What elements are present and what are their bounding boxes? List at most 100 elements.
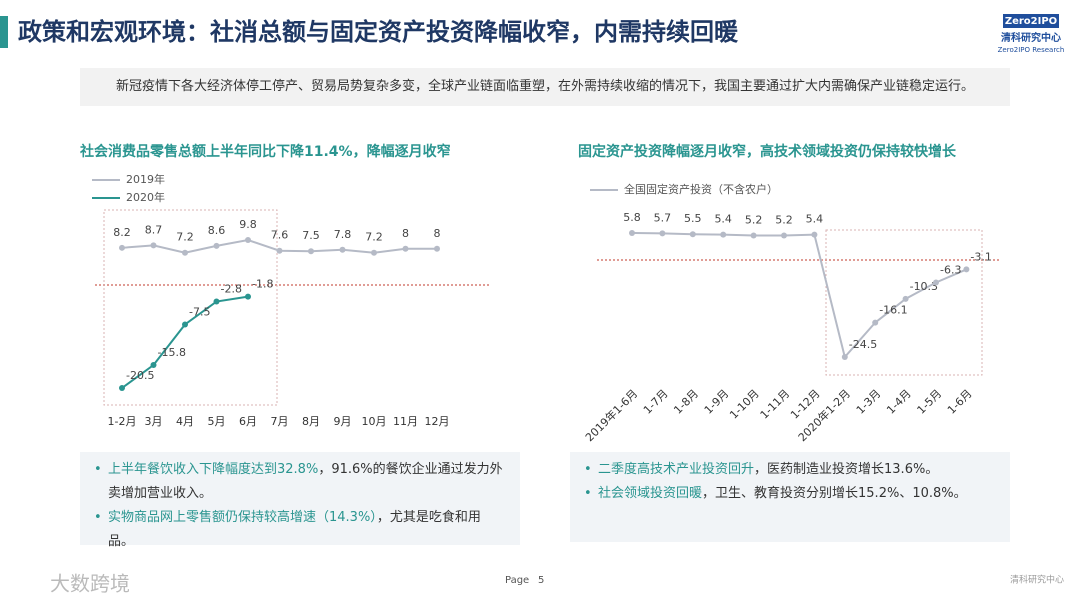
x-tick-label: 1-5月 xyxy=(915,387,945,417)
data-point xyxy=(811,231,818,238)
bullet: 实物商品网上零售额仍保持较高增速（14.3%），尤其是吃食和用品。 xyxy=(94,506,506,554)
x-tick-label: 5月 xyxy=(208,415,226,428)
series-line xyxy=(631,232,967,360)
data-label: -1.8 xyxy=(252,278,273,291)
data-label: -6.3 xyxy=(940,264,961,277)
legend-label: 2020年 xyxy=(126,190,165,204)
data-label: 7.2 xyxy=(365,231,383,244)
data-label: 5.5 xyxy=(684,212,702,225)
bullet-highlight: 社会领域投资回暖 xyxy=(598,486,703,501)
data-label: 8.6 xyxy=(208,224,226,237)
data-label: 5.4 xyxy=(714,213,732,226)
data-point xyxy=(213,242,220,249)
data-label: 8.2 xyxy=(113,226,131,239)
bullet-text: ，尤其是吃食和用品。 xyxy=(108,510,481,549)
bullet-highlight: 二季度高技术产业投资回升 xyxy=(598,462,755,477)
data-point xyxy=(659,230,666,237)
data-label: -20.5 xyxy=(126,369,154,382)
data-label: 7.6 xyxy=(271,229,289,242)
x-tick-label: 3月 xyxy=(145,415,163,428)
page-label: Page xyxy=(505,575,529,586)
x-tick-label: 6月 xyxy=(239,415,257,428)
data-point xyxy=(150,242,157,249)
data-label: 7.5 xyxy=(302,229,320,242)
data-label: -24.5 xyxy=(849,338,877,351)
chart-title: 社会消费品零售总额上半年同比下降11.4%，降幅逐月收窄 xyxy=(79,143,451,160)
x-tick-label: 1-4月 xyxy=(884,387,914,417)
bullet-text: ，卫生、教育投资分别增长15.2%、10.8%。 xyxy=(702,486,967,501)
x-tick-label: 9月 xyxy=(334,415,352,428)
bullet: 二季度高技术产业投资回升，医药制造业投资增长13.6%。 xyxy=(584,458,996,482)
logo-name: 清科研究中心 xyxy=(1001,31,1061,44)
x-tick-label: 1-11月 xyxy=(758,387,793,422)
data-label: -2.8 xyxy=(221,283,242,296)
data-point xyxy=(933,279,939,286)
data-point xyxy=(119,385,125,391)
data-point xyxy=(182,249,188,256)
data-point xyxy=(119,244,125,251)
data-label: 5.4 xyxy=(806,213,824,226)
data-point xyxy=(371,249,377,256)
data-point xyxy=(150,362,157,369)
intro: 新冠疫情下各大经济体停工停产、贸易局势复杂多变，全球产业链面临重塑，在外需持续收… xyxy=(80,68,1010,106)
data-point xyxy=(872,319,879,326)
data-point xyxy=(963,266,970,273)
legend-label: 全国固定资产投资（不含农户） xyxy=(624,182,778,196)
data-label: 8 xyxy=(402,227,409,240)
data-label: 5.2 xyxy=(745,213,763,226)
bullet-box: 二季度高技术产业投资回升，医药制造业投资增长13.6%。社会领域投资回暖，卫生、… xyxy=(570,452,1010,542)
data-label: 9.8 xyxy=(239,218,257,231)
page-number: 5 xyxy=(538,575,544,586)
legend-label: 2019年 xyxy=(126,172,165,186)
x-tick-label: 12月 xyxy=(425,415,450,428)
data-label: -10.3 xyxy=(910,280,938,293)
logo-sub: Zero2IPO Research xyxy=(998,46,1065,54)
bullet-highlight: 上半年餐饮收入下降幅度达到32.8% xyxy=(108,462,319,477)
data-label: -7.5 xyxy=(189,306,210,319)
x-tick-label: 1-3月 xyxy=(854,387,884,417)
data-label: 5.8 xyxy=(623,211,641,224)
data-point xyxy=(902,295,909,302)
chart-title: 固定资产投资降幅逐月收窄，高技术领域投资仍保持较快增长 xyxy=(578,143,957,160)
data-label: 8 xyxy=(434,227,441,240)
x-tick-label: 1-6月 xyxy=(945,387,975,417)
data-label: -15.8 xyxy=(158,346,186,359)
bullet-box: 上半年餐饮收入下降幅度达到32.8%，91.6%的餐饮企业通过发力外卖增加营业收… xyxy=(80,452,520,549)
data-point xyxy=(276,247,283,254)
x-tick-label: 1-10月 xyxy=(727,387,762,422)
x-tick-label: 10月 xyxy=(362,415,387,428)
data-label: -3.1 xyxy=(970,250,991,263)
title-accent xyxy=(0,16,8,48)
logo-box xyxy=(1003,14,1059,28)
data-point xyxy=(245,237,251,243)
x-tick-label: 11月 xyxy=(393,415,418,428)
data-point xyxy=(841,354,848,360)
logo-brand: Zero2IPO xyxy=(1005,16,1057,27)
x-tick-label: 4月 xyxy=(176,415,194,428)
data-label: 8.7 xyxy=(145,223,163,236)
x-tick-label: 7月 xyxy=(271,415,289,428)
data-point xyxy=(434,245,440,252)
data-point xyxy=(781,232,787,239)
footer-brand: 清科研究中心 xyxy=(1010,574,1064,586)
data-point xyxy=(213,298,220,305)
data-point xyxy=(720,231,727,238)
data-point xyxy=(182,321,188,328)
x-tick-label: 2020年1-2月 xyxy=(795,386,853,444)
data-label: 7.2 xyxy=(176,231,194,244)
data-point xyxy=(308,248,314,255)
data-label: 7.8 xyxy=(334,228,352,241)
watermark: 大数跨境 xyxy=(50,572,130,596)
bullet: 上半年餐饮收入下降幅度达到32.8%，91.6%的餐饮企业通过发力外卖增加营业收… xyxy=(94,458,506,506)
x-tick-label: 1-2月 xyxy=(108,415,137,428)
bullet-highlight: 实物商品网上零售额仍保持较高增速（14.3%） xyxy=(108,510,377,525)
data-point xyxy=(689,231,696,238)
data-point xyxy=(339,246,346,253)
bullet-text: ，91.6%的餐饮企业通过发力外卖增加营业收入。 xyxy=(108,462,503,501)
data-label: 5.7 xyxy=(654,211,672,224)
data-point xyxy=(750,232,757,239)
bullet: 社会领域投资回暖，卫生、教育投资分别增长15.2%、10.8%。 xyxy=(584,482,996,506)
highlight-box xyxy=(825,229,983,376)
